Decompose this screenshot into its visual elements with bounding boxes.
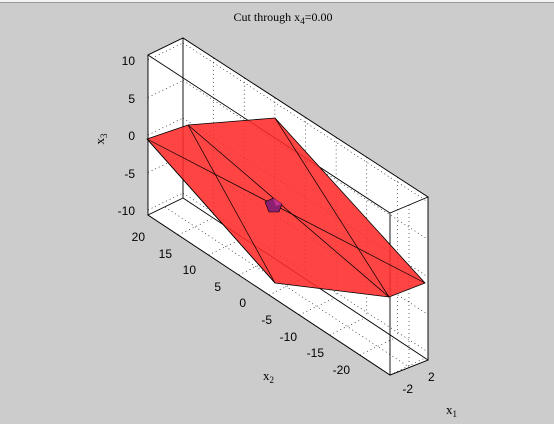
x1-tick-label: 2 bbox=[428, 370, 435, 384]
x2-axis-label: x2 bbox=[263, 368, 274, 385]
chart-title: Cut through x4=0.00 bbox=[234, 10, 333, 26]
grid-line bbox=[182, 42, 429, 203]
inner-polytope[interactable] bbox=[264, 197, 283, 213]
x3-tick-label: 10 bbox=[122, 54, 136, 68]
x3-axis-label: x3 bbox=[92, 133, 109, 145]
x1-tick-label: -2 bbox=[402, 382, 413, 396]
x2-tick-label: 15 bbox=[159, 247, 173, 261]
grid-line bbox=[147, 42, 184, 61]
x3-tick-label: 0 bbox=[128, 129, 135, 143]
grid-line bbox=[147, 80, 184, 98]
x3-tick-label: 5 bbox=[128, 92, 135, 106]
grid-line bbox=[359, 337, 395, 356]
x2-tick-label: 0 bbox=[239, 296, 246, 310]
x1-axis-label: x1 bbox=[446, 402, 457, 419]
box-edge-inner-3 bbox=[147, 197, 184, 216]
grid-line bbox=[178, 217, 214, 236]
x2-tick-label: -15 bbox=[307, 346, 325, 360]
x2-tick-label: -5 bbox=[261, 313, 272, 327]
grid-line bbox=[182, 80, 429, 240]
grid-line bbox=[329, 317, 365, 336]
x2-tick-label: 5 bbox=[214, 280, 221, 294]
x1-tick-labels: -2 2 bbox=[402, 370, 435, 396]
floor-panel bbox=[148, 198, 428, 375]
x3-tick-labels: 10 5 0 -5 -10 bbox=[118, 54, 136, 218]
x2-tick-label: -20 bbox=[333, 363, 351, 377]
x2-tick-label: 10 bbox=[183, 263, 197, 277]
x3-tick-label: -5 bbox=[124, 167, 135, 181]
grid-line bbox=[299, 297, 335, 316]
grid-line bbox=[147, 117, 184, 136]
polytope-inner-edges bbox=[146, 117, 426, 298]
side-panel bbox=[148, 38, 183, 215]
x2-tick-labels: 20 15 10 5 0 -5 -10 -15 -20 bbox=[132, 230, 351, 377]
x3-tick-label: -10 bbox=[118, 204, 136, 218]
x2-tick-label: -10 bbox=[280, 330, 298, 344]
window-top-edge bbox=[0, 0, 554, 3]
grid-line bbox=[389, 357, 426, 376]
box-edge-right-top bbox=[389, 196, 429, 214]
x2-tick-label: 20 bbox=[132, 230, 146, 244]
grid-line bbox=[147, 192, 184, 211]
grid-line bbox=[164, 206, 410, 368]
